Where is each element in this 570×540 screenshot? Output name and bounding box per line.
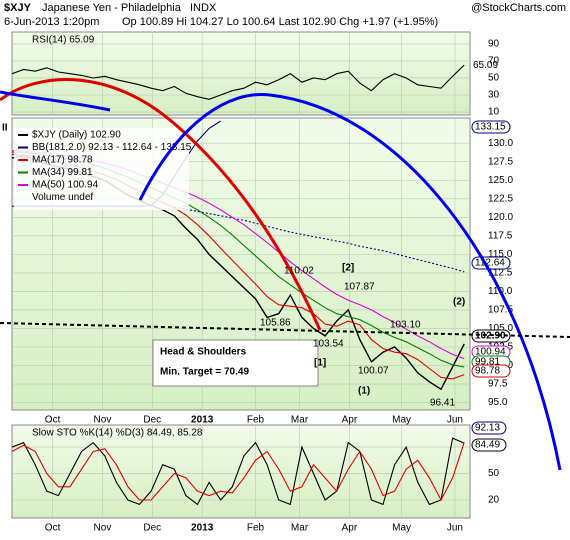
quote: Op 100.89 Hi 104.27 Lo 100.64 Last 102.9… <box>122 16 438 28</box>
x-tick-label: 2013 <box>191 415 214 426</box>
series-line <box>12 64 465 100</box>
x-tick-label: Jun <box>447 523 463 534</box>
right-label: 100.94 <box>475 347 506 358</box>
credit: @StockCharts.com <box>471 2 566 14</box>
annotation: 103.10 <box>390 320 421 331</box>
annotation: 105.86 <box>260 318 291 329</box>
annotation-curves <box>0 78 570 471</box>
legend-label: MA(17) 98.78 <box>32 155 93 166</box>
y-tick-label: 97.5 <box>488 379 508 390</box>
annotation: (1) <box>358 386 370 397</box>
x-tick-label: Dec <box>143 523 161 534</box>
legend-label: MA(34) 99.81 <box>32 167 93 178</box>
x-tick-label: Oct <box>45 523 61 534</box>
series-line <box>12 437 465 506</box>
blue-arc-left <box>0 90 111 112</box>
right-label-box <box>471 421 507 435</box>
right-label-box <box>471 438 507 452</box>
value-label: 65.09 <box>473 60 498 71</box>
x-tick-label: Mar <box>291 415 309 426</box>
annotation: 107.87 <box>344 282 375 293</box>
x-tick-label: Nov <box>94 523 112 534</box>
series-line <box>174 206 465 273</box>
panel-title: Slow STO %K(14) %D(3) 84.49, 85.28 <box>32 428 203 439</box>
y-tick-label: 120.0 <box>488 212 513 223</box>
y-tick-label: 122.5 <box>488 193 513 204</box>
annotation: Min. Target = 70.49 <box>160 367 249 378</box>
x-tick-label: Dec <box>143 415 161 426</box>
annotation: 100.07 <box>358 366 389 377</box>
target-box <box>152 339 319 387</box>
x-tick-label: May <box>392 523 411 534</box>
x-tick-label: May <box>392 415 411 426</box>
right-label: 99.81 <box>475 357 500 368</box>
legend-label: Volume undef <box>32 192 93 203</box>
y-tick-label: 125.0 <box>488 175 513 186</box>
annotation: II <box>2 123 8 134</box>
right-label: 98.78 <box>475 366 500 377</box>
y-tick-label: 50 <box>488 73 500 84</box>
annotation: 110.02 <box>284 266 314 277</box>
right-label: 102.90 <box>475 331 506 342</box>
y-tick-label: 105.0 <box>488 323 513 334</box>
right-label-box <box>471 120 511 134</box>
right-label: 133.15 <box>475 122 506 133</box>
panel-layer <box>12 32 470 115</box>
panel-layer <box>12 425 470 518</box>
right-label: 84.49 <box>475 440 500 451</box>
y-tick-label: 10 <box>488 107 500 118</box>
annotation: [1] <box>314 358 326 369</box>
x-tick-label: Apr <box>342 415 358 426</box>
x-tick-label: Mar <box>291 523 309 534</box>
x-tick-label: Feb <box>247 415 265 426</box>
x-tick-label: Feb <box>247 523 265 534</box>
annotation: Head & Shoulders <box>160 347 247 358</box>
x-tick-label: Apr <box>342 523 358 534</box>
legend-box <box>14 128 189 210</box>
x-tick-label: 2013 <box>191 523 214 534</box>
legend-label: BB(181,2.0) 92.13 - 112.64 - 133.15 <box>32 142 192 153</box>
annotation: (2) <box>453 297 465 308</box>
y-tick-label: 115.0 <box>488 249 513 260</box>
annotation: [2] <box>342 263 354 274</box>
y-tick-label: 50 <box>488 468 500 479</box>
right-label-box <box>471 364 511 378</box>
y-tick-label: 20 <box>488 495 500 506</box>
x-tick-label: Nov <box>94 415 112 426</box>
annotation: 103.54 <box>313 339 344 350</box>
red-arc <box>0 78 322 331</box>
y-tick-label: 30 <box>488 90 500 101</box>
symbol: $XJY <box>4 2 32 14</box>
x-tick-label: Oct <box>45 415 61 426</box>
y-tick-label: 112.5 <box>488 268 513 279</box>
legend-label: $XJY (Daily) 102.90 <box>32 130 121 141</box>
annotation: 96.41 <box>430 398 455 409</box>
blue-arc <box>138 92 562 471</box>
y-tick-label: 107.5 <box>488 305 513 316</box>
panel-title: RSI(14) 65.09 <box>32 35 95 46</box>
y-tick-label: 117.5 <box>488 230 513 241</box>
series-line <box>12 442 465 502</box>
legend-label: MA(50) 100.94 <box>32 180 99 191</box>
datetime: 6-Jun-2013 1:20pm <box>4 16 99 28</box>
right-label: 112.64 <box>475 258 505 269</box>
y-tick-label: 127.5 <box>488 156 513 167</box>
name: Japanese Yen - Philadelphia <box>42 2 182 14</box>
exchange: INDX <box>190 2 217 14</box>
y-tick-label: 70 <box>488 56 500 67</box>
x-tick-label: Jun <box>447 415 463 426</box>
y-tick-label: 95.0 <box>488 397 508 408</box>
y-tick-label: 130.0 <box>488 138 513 149</box>
right-label: 92.13 <box>475 423 500 434</box>
y-tick-label: 90 <box>488 39 500 50</box>
sto-panel <box>11 424 471 519</box>
rsi-panel <box>11 31 471 116</box>
